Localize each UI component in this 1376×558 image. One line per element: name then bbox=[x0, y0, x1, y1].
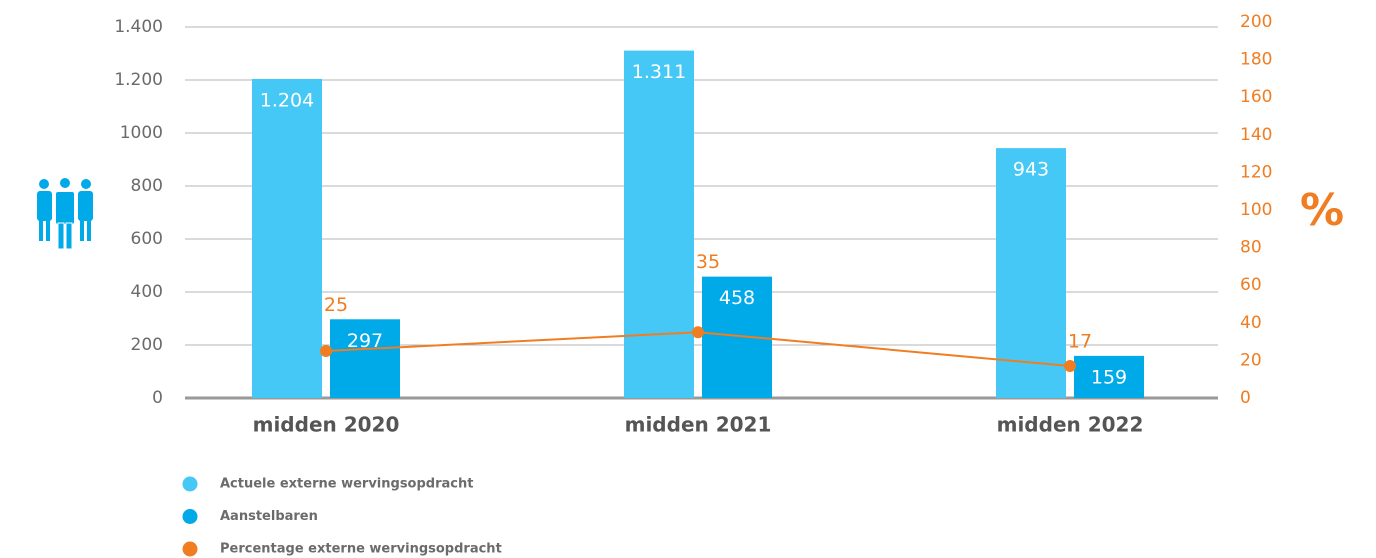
bar bbox=[624, 50, 694, 399]
y2-tick-label: 80 bbox=[1240, 238, 1262, 258]
y2-tick-label: 0 bbox=[1240, 388, 1251, 408]
y-tick-label: 0 bbox=[152, 388, 163, 408]
y-tick-label: 800 bbox=[131, 176, 163, 196]
line-value-label: 25 bbox=[324, 294, 348, 316]
y2-tick-label: 160 bbox=[1240, 87, 1272, 107]
y-tick-label: 1.400 bbox=[114, 17, 163, 37]
value-label: 458 bbox=[719, 287, 755, 309]
y2-tick-label: 40 bbox=[1240, 313, 1262, 333]
line-point bbox=[692, 326, 704, 339]
line-point bbox=[320, 345, 332, 357]
value-label: 297 bbox=[347, 330, 383, 352]
y-tick-label: 200 bbox=[131, 335, 163, 355]
y2-tick-label: 100 bbox=[1240, 200, 1272, 220]
value-label: 1.311 bbox=[632, 61, 686, 83]
y-tick-label: 1000 bbox=[120, 123, 163, 143]
x-tick-label: midden 2020 bbox=[253, 413, 400, 437]
y-tick-label: 600 bbox=[131, 229, 163, 249]
y2-tick-label: 60 bbox=[1240, 275, 1262, 295]
legend-label: Percentage externe wervingsopdracht bbox=[220, 542, 502, 557]
bar bbox=[252, 78, 322, 398]
value-label: 943 bbox=[1013, 159, 1049, 181]
bar bbox=[996, 148, 1066, 398]
line-point bbox=[1064, 360, 1076, 373]
y2-axis-label: % bbox=[1300, 185, 1344, 236]
x-tick-label: midden 2022 bbox=[997, 413, 1144, 437]
x-tick-label: midden 2021 bbox=[625, 413, 772, 437]
line-value-label: 17 bbox=[1068, 330, 1092, 352]
y-tick-label: 1.200 bbox=[114, 70, 163, 90]
value-label: 159 bbox=[1091, 366, 1127, 388]
bar bbox=[330, 319, 400, 398]
y2-tick-label: 20 bbox=[1240, 350, 1262, 370]
y2-tick-label: 200 bbox=[1240, 12, 1272, 32]
bar bbox=[1074, 355, 1144, 398]
value-label: 1.204 bbox=[260, 89, 314, 111]
legend-marker bbox=[182, 476, 198, 492]
legend-label: Actuele externe wervingsopdracht bbox=[220, 477, 473, 492]
people-icon bbox=[37, 176, 93, 250]
line-value-label: 35 bbox=[696, 251, 720, 273]
y2-tick-label: 140 bbox=[1240, 125, 1272, 145]
legend-label: Aanstelbaren bbox=[220, 509, 318, 524]
legend-marker bbox=[182, 541, 198, 557]
y2-tick-label: 180 bbox=[1240, 50, 1272, 70]
y2-tick-label: 120 bbox=[1240, 162, 1272, 182]
legend-marker bbox=[182, 509, 198, 524]
y-tick-label: 400 bbox=[131, 282, 163, 302]
